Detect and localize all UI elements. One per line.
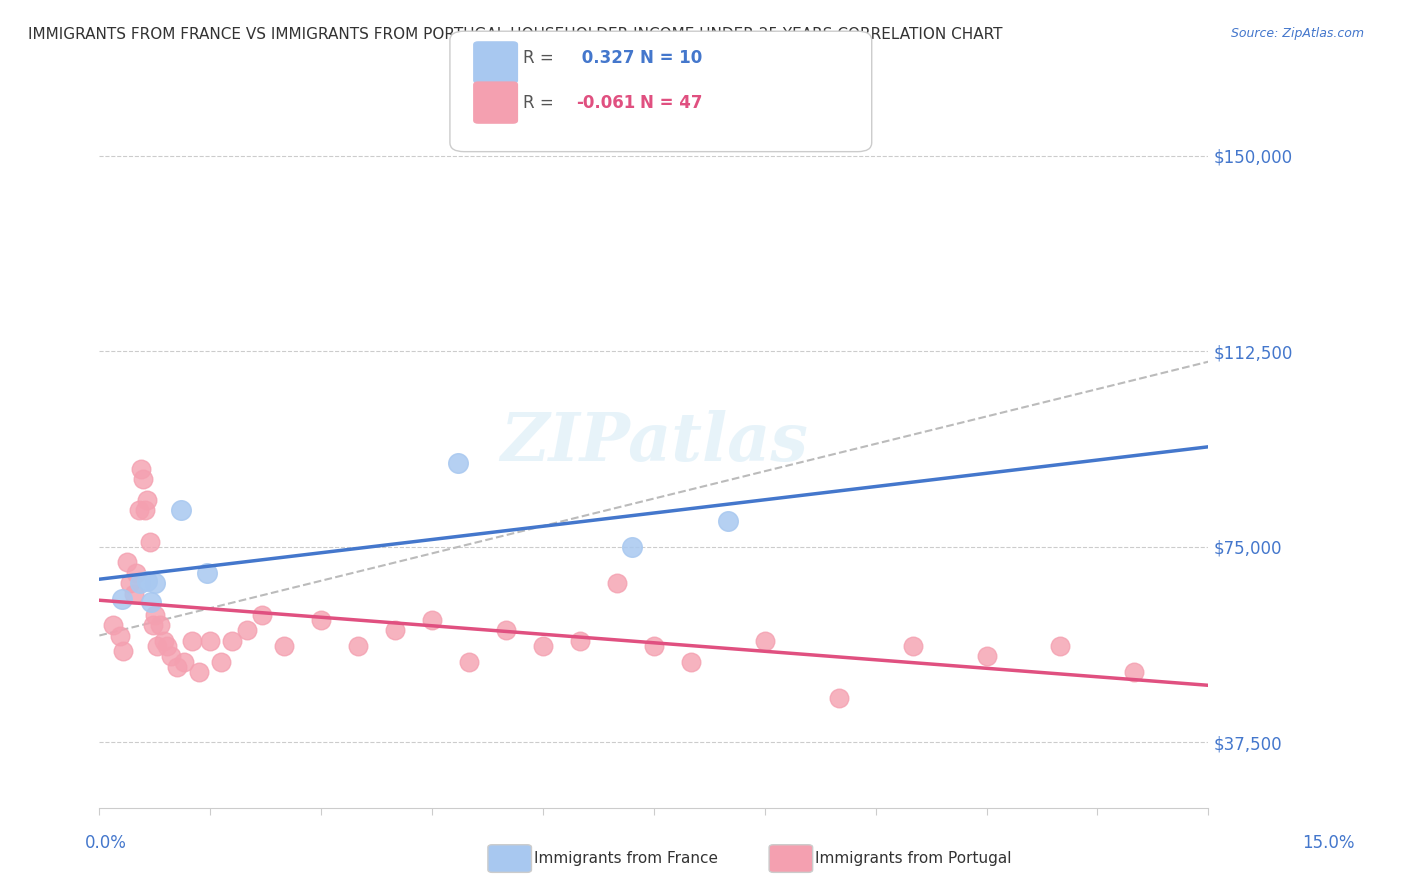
Point	[200, 633, 222, 648]
Point	[142, 618, 165, 632]
Point	[568, 633, 591, 648]
Point	[153, 633, 176, 648]
Point	[139, 594, 162, 608]
Point	[129, 461, 152, 475]
Point	[143, 607, 166, 622]
Point	[495, 624, 517, 638]
Point	[143, 576, 166, 591]
Point	[149, 618, 172, 632]
Point	[309, 613, 332, 627]
Point	[620, 540, 643, 554]
Point	[108, 628, 131, 642]
Point	[531, 639, 554, 653]
Point	[120, 576, 142, 591]
Point	[122, 587, 145, 601]
Point	[347, 639, 370, 653]
Point	[136, 492, 159, 507]
Point	[156, 639, 179, 653]
Point	[125, 566, 148, 580]
Point	[976, 649, 998, 664]
Point	[420, 613, 443, 627]
Point	[384, 624, 406, 638]
Text: 0.327: 0.327	[576, 49, 636, 67]
Point	[447, 456, 470, 470]
Point	[209, 655, 232, 669]
Text: Source: ZipAtlas.com: Source: ZipAtlas.com	[1230, 27, 1364, 40]
Point	[1123, 665, 1146, 679]
Point	[754, 633, 776, 648]
Text: -0.061: -0.061	[576, 94, 636, 112]
Point	[828, 691, 851, 706]
Text: Immigrants from Portugal: Immigrants from Portugal	[815, 852, 1012, 866]
Point	[236, 624, 259, 638]
Text: 0.0%: 0.0%	[84, 834, 127, 852]
Point	[110, 592, 132, 607]
Point	[160, 649, 183, 664]
Point	[170, 503, 193, 517]
Point	[273, 639, 295, 653]
Point	[134, 503, 156, 517]
Point	[221, 633, 243, 648]
Point	[643, 639, 665, 653]
Point	[146, 639, 169, 653]
Text: N = 10: N = 10	[640, 49, 702, 67]
Text: N = 47: N = 47	[640, 94, 702, 112]
Point	[117, 556, 139, 570]
Text: 15.0%: 15.0%	[1302, 834, 1355, 852]
Text: Immigrants from France: Immigrants from France	[534, 852, 718, 866]
Point	[180, 633, 202, 648]
Point	[717, 514, 740, 528]
Point	[111, 644, 134, 658]
Point	[901, 639, 924, 653]
Point	[1049, 639, 1071, 653]
Point	[101, 618, 124, 632]
Point	[188, 665, 211, 679]
Point	[173, 655, 195, 669]
Text: IMMIGRANTS FROM FRANCE VS IMMIGRANTS FROM PORTUGAL HOUSEHOLDER INCOME UNDER 25 Y: IMMIGRANTS FROM FRANCE VS IMMIGRANTS FRO…	[28, 27, 1002, 42]
Point	[250, 607, 273, 622]
Point	[136, 574, 159, 588]
Point	[195, 566, 218, 580]
Point	[679, 655, 702, 669]
Point	[128, 503, 150, 517]
Text: R =: R =	[523, 94, 554, 112]
Text: R =: R =	[523, 49, 554, 67]
Point	[606, 576, 628, 591]
Point	[132, 472, 155, 486]
Text: ZIPatlas: ZIPatlas	[501, 410, 808, 475]
Point	[458, 655, 481, 669]
Point	[138, 534, 160, 549]
Point	[166, 660, 188, 674]
Point	[129, 576, 152, 591]
